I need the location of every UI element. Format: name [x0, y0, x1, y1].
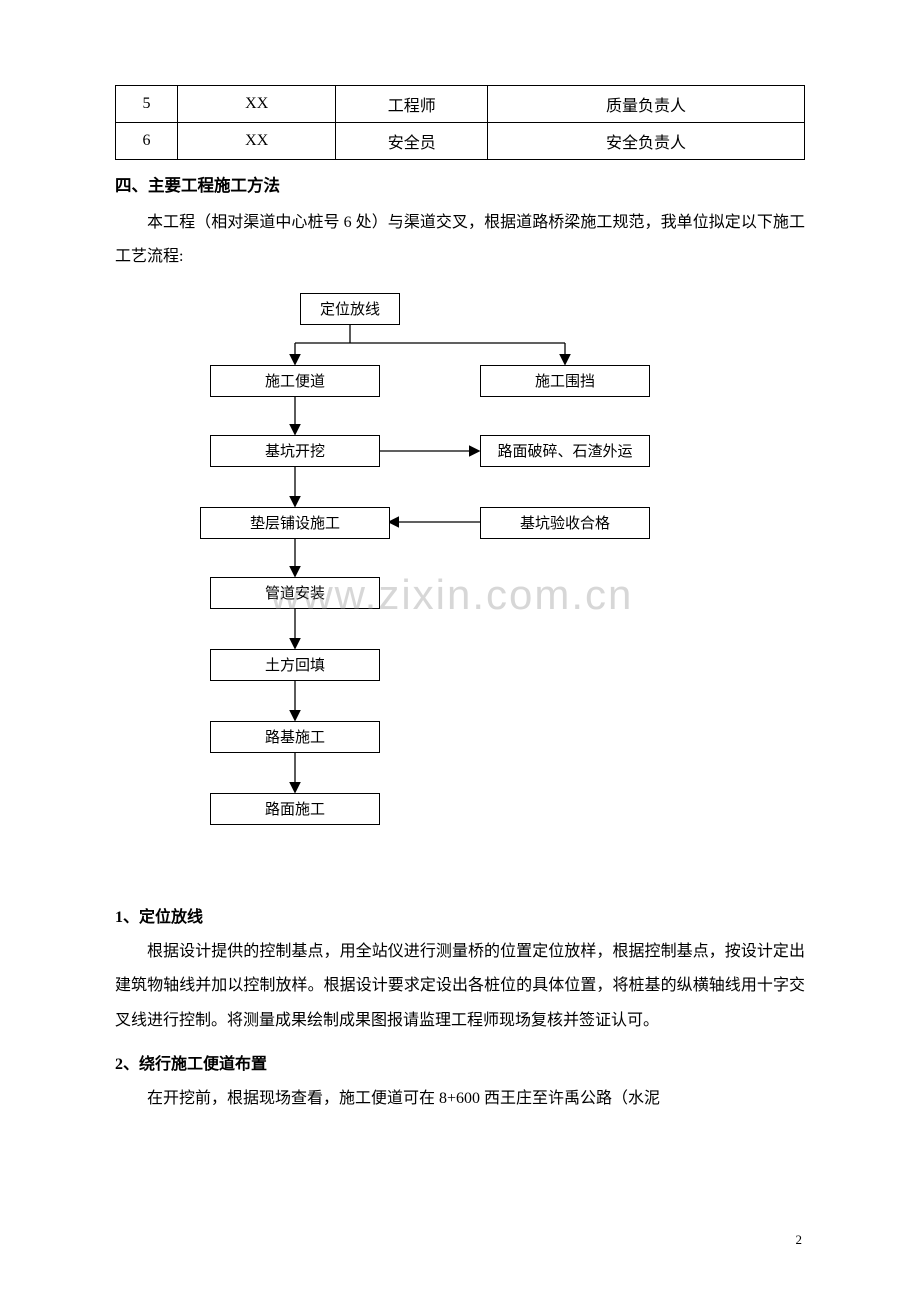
- cell-index: 5: [116, 86, 178, 123]
- flow-node-1: 定位放线: [300, 293, 400, 325]
- flow-node-5: 路面破碎、石渣外运: [480, 435, 650, 467]
- cell-index: 6: [116, 123, 178, 160]
- table-row: 5 XX 工程师 质量负责人: [116, 86, 805, 123]
- flow-node-11: 路面施工: [210, 793, 380, 825]
- sub2-para: 在开挖前，根据现场查看，施工便道可在 8+600 西王庄至许禹公路（水泥: [115, 1082, 805, 1116]
- flow-node-3: 施工围挡: [480, 365, 650, 397]
- table-row: 6 XX 安全员 安全负责人: [116, 123, 805, 160]
- flow-node-7: 基坑验收合格: [480, 507, 650, 539]
- subheading-2: 2、绕行施工便道布置: [115, 1050, 805, 1074]
- flow-node-10: 路基施工: [210, 721, 380, 753]
- sub1-para: 根据设计提供的控制基点，用全站仪进行测量桥的位置定位放样，根据控制基点，按设计定…: [115, 935, 805, 1038]
- cell-name: XX: [178, 86, 336, 123]
- flow-node-9: 土方回填: [210, 649, 380, 681]
- flow-node-6: 垫层铺设施工: [200, 507, 390, 539]
- section4-para1: 本工程（相对渠道中心桩号 6 处）与渠道交叉，根据道路桥梁施工规范，我单位拟定以…: [115, 206, 805, 275]
- flow-node-4: 基坑开挖: [210, 435, 380, 467]
- cell-duty: 安全负责人: [488, 123, 805, 160]
- subheading-1: 1、定位放线: [115, 903, 805, 927]
- process-flowchart: 定位放线 施工便道 施工围挡 基坑开挖 路面破碎、石渣外运 垫层铺设施工 基坑验…: [195, 293, 725, 873]
- section-heading-4: 四、主要工程施工方法: [115, 172, 805, 196]
- page-number: 2: [796, 1232, 803, 1248]
- flow-node-2: 施工便道: [210, 365, 380, 397]
- cell-role: 工程师: [336, 86, 488, 123]
- cell-role: 安全员: [336, 123, 488, 160]
- flow-node-8: 管道安装: [210, 577, 380, 609]
- cell-duty: 质量负责人: [488, 86, 805, 123]
- personnel-table: 5 XX 工程师 质量负责人 6 XX 安全员 安全负责人: [115, 85, 805, 160]
- cell-name: XX: [178, 123, 336, 160]
